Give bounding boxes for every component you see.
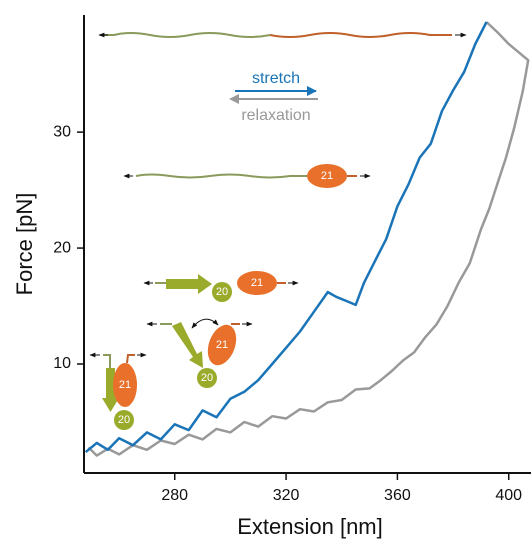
x-tick-label: 360 [384,487,411,504]
schematic-domain21-folded: 21 [123,164,371,188]
y-tick-label: 10 [53,355,71,372]
schematic-unfolded [98,32,467,38]
legend-label: relaxation [241,107,310,124]
x-tick-label: 400 [495,487,522,504]
x-axis-label: Extension [nm] [237,514,383,539]
domain-label: 21 [216,339,228,351]
x-tick-label: 280 [161,487,188,504]
data-line [84,21,488,454]
domain-label: 20 [216,286,228,298]
domain-label: 21 [251,277,263,289]
plot-area [84,21,530,457]
schematic-both-folded: 20 21 [143,271,299,302]
domain-label: 21 [321,170,333,182]
legend-label: stretch [252,70,300,87]
y-axis-label: Force [pN] [12,193,37,296]
schematic-native: 21 20 [89,352,147,430]
data-line [87,21,530,457]
y-tick-label: 20 [53,239,71,256]
schematic-rotating: 20 21 [146,318,253,388]
legend: stretch relaxation [229,70,318,124]
domain-label: 21 [119,379,131,391]
domain-label: 20 [201,372,213,384]
y-tick-label: 30 [53,123,71,140]
domain-label: 20 [118,414,130,426]
x-tick-label: 320 [273,487,300,504]
